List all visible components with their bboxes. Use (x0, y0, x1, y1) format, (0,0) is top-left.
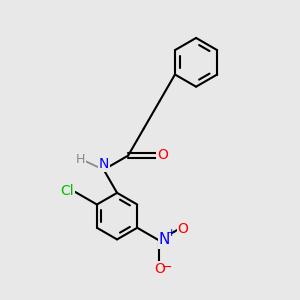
Text: O: O (158, 148, 168, 162)
Text: −: − (162, 261, 173, 274)
Text: Cl: Cl (60, 184, 74, 198)
Text: +: + (166, 228, 176, 238)
Text: N: N (159, 232, 170, 247)
Text: O: O (154, 262, 165, 276)
Text: N: N (99, 158, 109, 171)
Text: O: O (178, 221, 188, 236)
Text: H: H (76, 153, 85, 166)
